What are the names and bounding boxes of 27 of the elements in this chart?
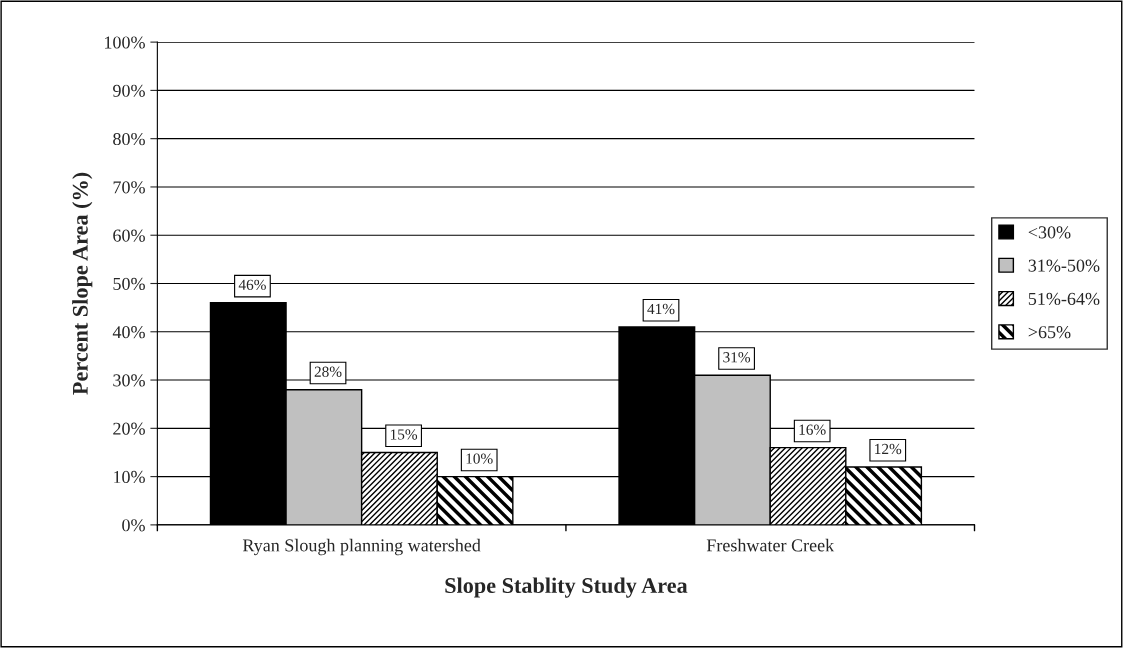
data-label: 46%	[238, 279, 266, 291]
x-axis-title: Slope Stablity Study Area	[445, 577, 688, 598]
legend-label: 51%-64%	[1028, 292, 1100, 306]
legend-label: <30%	[1028, 226, 1071, 239]
data-label: 12%	[875, 443, 902, 455]
y-tick-label: 50%	[113, 277, 145, 290]
y-tick-label: 20%	[113, 422, 145, 435]
y-tick-label: 0%	[122, 519, 145, 532]
y-tick-label: 70%	[113, 181, 145, 194]
data-label: 41%	[647, 303, 675, 315]
data-label: 31%	[723, 352, 751, 363]
y-tick-label: 60%	[113, 229, 145, 242]
legend-label: >65%	[1028, 326, 1071, 339]
y-tick-label: 30%	[113, 374, 145, 387]
y-tick-label: 10%	[114, 470, 145, 484]
y-tick-label: 40%	[112, 326, 145, 339]
x-tick-label: Freshwater Creek	[706, 538, 835, 552]
y-tick-label: 80%	[113, 132, 145, 146]
x-tick-label: Ryan Slough planning watershed	[242, 538, 481, 556]
data-label: 15%	[390, 429, 418, 440]
data-label: 28%	[314, 366, 342, 377]
legend-label: 31%-50%	[1028, 259, 1100, 272]
y-tick-label: 90%	[113, 84, 145, 97]
y-axis-title: Percent Slope Area (%)	[72, 172, 93, 395]
y-tick-label: 100%	[105, 36, 145, 49]
data-label: 10%	[466, 453, 493, 464]
data-label: 16%	[799, 424, 826, 435]
